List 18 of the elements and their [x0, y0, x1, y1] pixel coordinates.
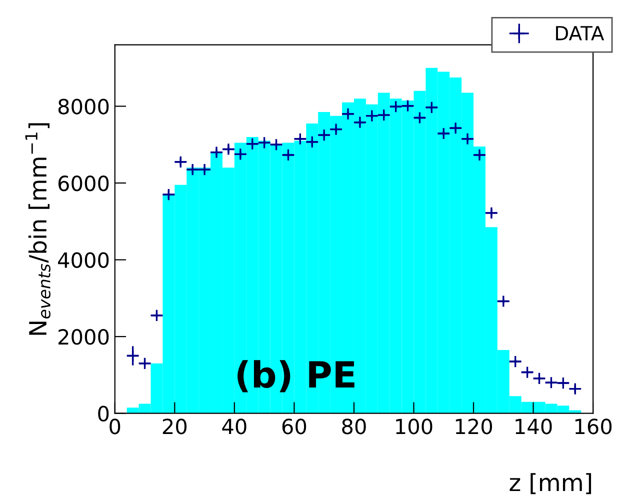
x-tick-label: 40 [222, 418, 246, 434]
x-tick-label: 0 [110, 418, 120, 434]
x-tick-label: 100 [396, 418, 432, 434]
x-tick-label: 120 [456, 418, 492, 434]
x-tick-label: 60 [282, 418, 306, 434]
x-axis-title: z [mm] [510, 473, 592, 494]
legend-label: DATA [556, 26, 604, 40]
y-axis-title: N$_{events}$/bin [mm$^{−1}$] [25, 123, 50, 335]
y-tick-label: 6000 [58, 175, 109, 192]
y-tick-label: 0 [98, 406, 109, 422]
x-tick-label: 140 [516, 418, 552, 434]
y-tick-label: 8000 [58, 98, 109, 114]
x-tick-label: 20 [162, 418, 187, 434]
y-tick-label: 2000 [58, 329, 109, 345]
x-tick-label: 80 [342, 418, 366, 434]
y-tick-label: 4000 [58, 252, 109, 268]
annotation: (b) PE [238, 360, 354, 392]
x-tick-label: 160 [575, 418, 612, 434]
